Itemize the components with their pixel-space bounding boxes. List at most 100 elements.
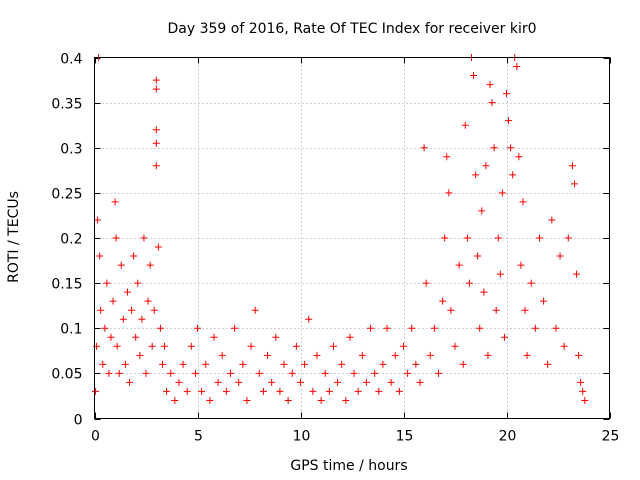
data-point [503,90,510,98]
data-point [581,396,589,404]
data-point [191,369,199,377]
data-point [408,324,416,332]
data-point [138,315,146,323]
data-point [441,234,449,242]
data-point [111,198,119,206]
data-point [515,153,523,161]
data-point [342,396,350,404]
data-point [400,342,407,350]
data-point [517,261,525,269]
data-point [280,360,288,368]
data-point [455,261,463,269]
data-point [247,342,255,350]
data-point [210,333,218,341]
x-tick-label: 25 [602,429,620,445]
data-point [268,378,276,386]
data-point [136,351,144,359]
data-point [439,297,447,305]
data-point [152,139,160,147]
data-point [214,378,222,386]
data-point [420,144,428,152]
data-point [96,252,104,260]
data-point [101,324,109,332]
data-point [142,369,150,377]
data-point [107,333,115,341]
data-point [362,378,370,386]
data-point [488,99,496,107]
data-point [132,333,140,341]
data-point [472,171,480,179]
data-point [255,369,263,377]
tick-labels: 0 5 10 15 20 25 0 0.05 0.1 0.15 0.2 0.25 0.3 0.35 0.4 [51,52,619,445]
data-point [486,81,494,89]
data-point [146,261,154,269]
data-point [484,351,492,359]
data-point [500,333,508,341]
y-tick-label: 0.25 [51,187,82,203]
data-point [544,360,552,368]
data-point [519,198,527,206]
data-point [128,306,136,314]
data-point [463,234,471,242]
data-point [470,72,478,80]
x-tick-label: 0 [91,429,100,445]
data-point [171,396,179,404]
data-point [350,369,358,377]
x-axis-label: GPS time / hours [290,458,407,474]
data-point [167,369,175,377]
data-point [334,378,342,386]
data-point [99,360,107,368]
data-point [371,369,379,377]
data-point [144,297,152,305]
data-point [292,342,300,350]
data-point [527,279,535,287]
data-point [179,360,187,368]
data-point [451,342,459,350]
data-point [422,279,430,287]
data-point [577,378,585,386]
data-point [321,369,329,377]
data-point [130,252,138,260]
data-point [156,324,164,332]
data-point [430,324,438,332]
data-point [276,387,284,395]
chart-title: Day 359 of 2016, Rate Of TEC Index for r… [167,21,536,37]
data-point [152,126,160,134]
data-point [494,234,502,242]
data-point [187,342,195,350]
data-point [121,360,129,368]
data-point [288,369,296,377]
data-point [498,189,506,197]
data-point [435,369,443,377]
data-point [478,207,486,215]
data-point [259,387,267,395]
data-point [152,85,160,93]
data-point [235,378,243,386]
data-point [94,216,102,224]
data-point [523,351,531,359]
data-point [194,324,201,332]
data-point [154,243,162,251]
data-point [426,351,434,359]
data-point [152,76,160,84]
y-tick-label: 0.35 [51,97,82,113]
data-point [416,378,424,386]
data-point [115,369,123,377]
data-point [552,324,560,332]
data-point [158,360,166,368]
data-point [183,387,191,395]
data-point [231,324,239,332]
data-point [152,162,160,170]
data-point [568,162,576,170]
y-tick-label: 0.15 [51,277,82,293]
data-point [222,387,230,395]
data-point [513,63,521,71]
y-tick-label: 0.4 [60,52,82,68]
data-point [317,396,325,404]
data-point [301,360,309,368]
x-tick-label: 20 [499,429,517,445]
data-point [395,387,403,395]
data-point [375,387,383,395]
data-point [175,378,183,386]
